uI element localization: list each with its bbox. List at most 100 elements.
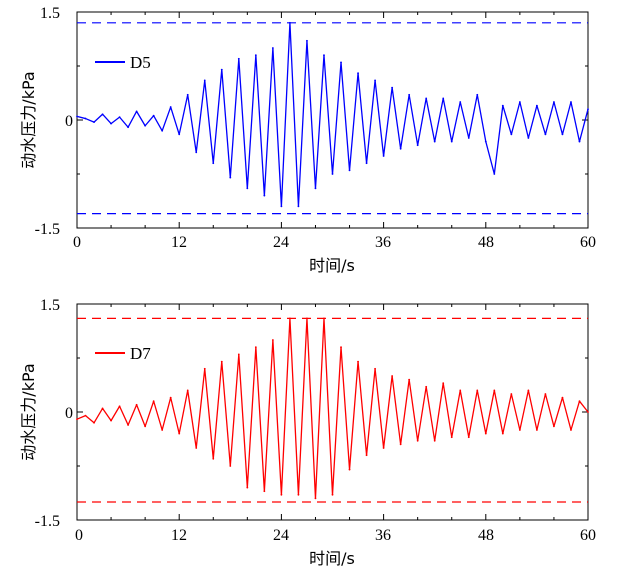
data-point-d7 bbox=[459, 389, 462, 392]
data-point-d5 bbox=[297, 205, 300, 208]
y-tick-label-0: 0 bbox=[65, 113, 73, 130]
reference-lines-d7 bbox=[77, 317, 588, 503]
data-point-d5 bbox=[93, 121, 95, 124]
data-point-d7 bbox=[178, 432, 181, 435]
data-point-d7 bbox=[144, 425, 147, 428]
data-point-d5 bbox=[476, 93, 479, 96]
data-point-d7 bbox=[186, 389, 189, 392]
data-point-d7 bbox=[152, 400, 155, 403]
data-point-d7 bbox=[254, 346, 257, 349]
data-point-d7 bbox=[570, 429, 572, 431]
data-point-d5 bbox=[518, 101, 521, 103]
x-tick-label-36: 36 bbox=[375, 234, 391, 251]
data-point-d5 bbox=[578, 140, 581, 143]
data-point-d5 bbox=[246, 187, 249, 190]
data-point-d5 bbox=[467, 137, 470, 139]
y-tick-label-1-5: 1.5 bbox=[40, 297, 60, 314]
data-point-d5 bbox=[340, 61, 342, 64]
x-tick-label-24: 24 bbox=[273, 234, 289, 251]
x-tick-label-24: 24 bbox=[273, 527, 289, 544]
data-point-d7 bbox=[161, 429, 164, 431]
data-point-d7 bbox=[246, 486, 249, 489]
data-point-d7 bbox=[587, 411, 589, 413]
data-point-d5 bbox=[127, 126, 129, 129]
data-point-d7 bbox=[391, 375, 394, 377]
data-point-d7 bbox=[527, 389, 530, 392]
data-point-d7 bbox=[476, 389, 479, 392]
x-tick-label-12: 12 bbox=[171, 527, 187, 544]
data-point-d7 bbox=[289, 317, 291, 320]
data-point-d7 bbox=[374, 367, 376, 370]
data-point-d7 bbox=[237, 353, 240, 356]
data-point-d7 bbox=[331, 493, 334, 496]
data-point-d5 bbox=[84, 117, 87, 120]
x-tick-label-60: 60 bbox=[580, 234, 596, 251]
data-point-d5 bbox=[365, 162, 368, 165]
data-point-d5 bbox=[382, 155, 385, 157]
data-point-d5 bbox=[203, 79, 206, 82]
x-tick-label-0: 0 bbox=[75, 527, 83, 544]
data-point-d5 bbox=[135, 110, 138, 113]
plot-area-d5 bbox=[76, 11, 589, 229]
data-point-d7 bbox=[510, 393, 513, 395]
data-point-d7 bbox=[229, 465, 232, 467]
data-point-d7 bbox=[306, 317, 308, 320]
data-point-d7 bbox=[280, 493, 283, 496]
data-point-d7 bbox=[348, 468, 351, 471]
data-point-d7 bbox=[118, 405, 121, 408]
data-point-d7 bbox=[340, 346, 342, 349]
data-point-d5 bbox=[186, 93, 189, 96]
data-point-d7 bbox=[518, 429, 521, 431]
data-point-d5 bbox=[263, 194, 266, 197]
data-point-d7 bbox=[493, 389, 496, 392]
data-point-d5 bbox=[323, 54, 325, 57]
x-tick-label-48: 48 bbox=[478, 234, 494, 251]
data-point-d7 bbox=[484, 432, 487, 435]
data-point-d5 bbox=[544, 133, 547, 136]
data-point-d7 bbox=[127, 424, 129, 426]
data-point-d5 bbox=[587, 108, 589, 111]
data-point-d5 bbox=[391, 86, 394, 89]
data-point-d7 bbox=[536, 429, 538, 431]
data-point-d5 bbox=[399, 147, 402, 150]
data-point-d7 bbox=[169, 396, 172, 399]
data-point-d7 bbox=[561, 396, 564, 399]
data-point-d5 bbox=[357, 72, 359, 75]
data-point-d5 bbox=[425, 97, 428, 100]
data-point-d7 bbox=[578, 400, 581, 403]
y-axis-title: 动水压力/kPa bbox=[19, 363, 38, 460]
data-point-d7 bbox=[357, 360, 359, 363]
x-tick-label-0: 0 bbox=[73, 234, 81, 251]
data-point-d5 bbox=[76, 115, 78, 118]
y-tick-label-0: 0 bbox=[65, 405, 73, 422]
chart-panel-d7: 1.5 0 -1.5 0 12 24 36 48 60 时间/s 动水压力/kP… bbox=[19, 297, 596, 568]
x-tick-label-60: 60 bbox=[580, 527, 596, 544]
data-point-d7 bbox=[450, 436, 453, 439]
data-point-d5 bbox=[118, 116, 121, 119]
data-point-d7 bbox=[93, 421, 95, 424]
data-point-d7 bbox=[425, 385, 428, 388]
data-point-d7 bbox=[433, 439, 436, 442]
data-point-d5 bbox=[254, 54, 257, 57]
data-point-d7 bbox=[135, 403, 138, 406]
y-axis-title: 动水压力/kPa bbox=[19, 71, 38, 168]
data-point-d7 bbox=[382, 447, 385, 449]
data-point-d5 bbox=[510, 133, 513, 136]
y-tick-label-neg-1-5: -1.5 bbox=[35, 513, 60, 530]
data-point-d5 bbox=[433, 140, 436, 143]
data-point-d5 bbox=[570, 101, 572, 103]
y-tick-label-1-5: 1.5 bbox=[40, 5, 60, 22]
data-point-d5 bbox=[553, 101, 555, 103]
data-point-d5 bbox=[374, 79, 376, 82]
data-point-d7 bbox=[553, 425, 555, 428]
data-point-d5 bbox=[212, 162, 215, 165]
data-point-d5 bbox=[271, 47, 274, 49]
data-point-d5 bbox=[561, 133, 564, 136]
data-point-d5 bbox=[501, 104, 504, 107]
data-point-d5 bbox=[101, 113, 104, 116]
data-point-d7 bbox=[297, 493, 300, 496]
data-point-d5 bbox=[459, 101, 462, 103]
points-d5 bbox=[76, 21, 589, 208]
data-point-d5 bbox=[220, 68, 223, 71]
